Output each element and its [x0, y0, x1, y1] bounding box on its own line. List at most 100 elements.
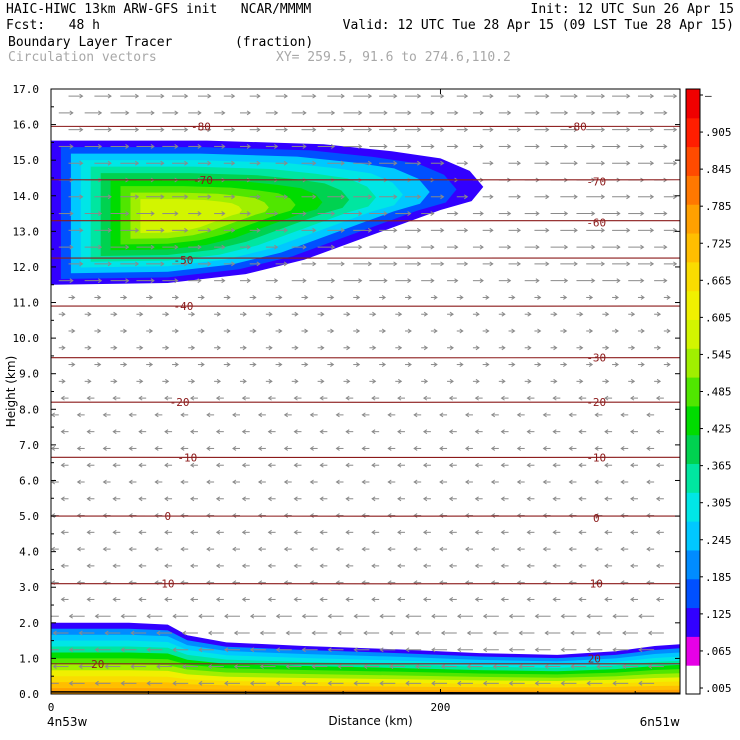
wind-vector-head — [330, 362, 335, 367]
wind-vector-head — [182, 630, 187, 636]
wind-vector-head — [87, 378, 92, 384]
wind-vector-head — [372, 378, 377, 384]
wind-vector-head — [232, 446, 237, 451]
wind-vector-head — [128, 546, 133, 552]
wind-vector-head — [97, 362, 102, 367]
wind-vector-head — [60, 496, 65, 502]
wind-vector-head — [605, 345, 610, 351]
wind-vector-head — [454, 144, 459, 149]
wind-vector-head — [97, 295, 102, 300]
wind-vector-head — [340, 227, 345, 233]
wind-vector-head — [285, 664, 290, 669]
wind-vector-head — [355, 362, 361, 367]
wind-vector-head — [626, 194, 631, 200]
wind-vector-head — [591, 211, 596, 216]
wind-vector-head — [407, 328, 412, 334]
contour-label: -40 — [173, 300, 193, 313]
wind-vector-head — [616, 110, 621, 116]
wind-vector-head — [257, 546, 263, 552]
wind-vector-head — [190, 395, 195, 401]
wind-vector-head — [666, 328, 671, 334]
wind-vector-head — [340, 261, 345, 267]
wind-vector-head — [221, 211, 226, 216]
wind-vector-head — [224, 680, 229, 686]
wind-vector-head — [663, 144, 668, 149]
wind-vector-head — [605, 378, 610, 384]
wind-vector-head — [383, 144, 388, 149]
wind-vector-head — [233, 664, 238, 669]
wind-vector-head — [256, 160, 261, 166]
y-tick-label: 12.0 — [13, 261, 40, 274]
wind-vector-head — [474, 529, 479, 535]
wind-vector-head — [545, 194, 550, 200]
wind-vector-head — [526, 597, 531, 602]
wind-vector-head — [340, 160, 345, 166]
wind-vector-head — [516, 194, 521, 200]
wind-vector-head — [474, 429, 479, 435]
wind-vector-head — [97, 278, 103, 284]
wind-vector-head — [319, 563, 324, 569]
wind-vector-head — [417, 93, 422, 99]
wind-vector-head — [663, 211, 668, 216]
wind-vector-head — [448, 395, 454, 401]
wind-vector-head — [379, 613, 384, 619]
wind-vector-head — [552, 429, 557, 435]
wind-vector-head — [353, 647, 358, 653]
wind-vector-head — [60, 462, 65, 468]
x-tick-label: 0 — [48, 701, 55, 714]
wind-vector-head — [500, 597, 505, 602]
wind-vector-head — [430, 244, 435, 250]
temperature-contour — [51, 662, 680, 665]
wind-vector-head — [226, 362, 231, 367]
wind-vector-head — [304, 328, 309, 334]
wind-vector-head — [379, 647, 384, 653]
wind-vector-head — [172, 680, 177, 686]
wind-vector-head — [656, 345, 662, 351]
wind-vector-head — [180, 546, 185, 552]
wind-vector-head — [267, 429, 272, 435]
wind-vector-head — [663, 278, 668, 284]
wind-vector-head — [330, 295, 335, 300]
wind-vector-head — [516, 412, 521, 418]
wind-vector-head — [337, 664, 342, 669]
wind-vector-head — [138, 597, 143, 602]
wind-vector-head — [52, 630, 57, 636]
wind-vector-head — [552, 395, 557, 401]
wind-vector-head — [172, 613, 177, 619]
x-start-location: 4n53w — [47, 715, 88, 729]
colorbar-label: .845 — [705, 163, 732, 176]
wind-vector-head — [367, 127, 373, 133]
wind-vector-head — [293, 496, 298, 502]
wind-vector-head — [224, 647, 229, 653]
wind-vector-head — [586, 613, 591, 619]
wind-vector-head — [252, 362, 257, 367]
wind-vector-head — [527, 311, 532, 317]
wind-vector-head — [422, 529, 428, 535]
wind-vector-head — [459, 295, 464, 300]
wind-vector-head — [439, 479, 444, 485]
wind-vector-head — [206, 446, 211, 451]
wind-vector-head — [69, 278, 74, 284]
wind-vector-head — [568, 412, 573, 418]
wind-vector-head — [94, 647, 99, 653]
wind-vector-head — [207, 127, 212, 133]
wind-vector-head — [283, 127, 288, 133]
wind-vector-head — [86, 529, 91, 535]
wind-vector-head — [407, 144, 412, 149]
wind-vector-head — [232, 546, 237, 552]
wind-vector-head — [516, 261, 521, 267]
wind-vector-head — [312, 194, 317, 200]
wind-vector-head — [283, 93, 288, 99]
wind-vector-head — [190, 462, 195, 468]
wind-vector-head — [448, 496, 454, 502]
temperature-contour — [51, 401, 680, 404]
wind-vector-head — [500, 395, 505, 401]
wind-vector-head — [649, 261, 655, 267]
temperature-contour — [51, 582, 680, 585]
wind-vector-head — [226, 295, 231, 300]
wind-vector-head — [215, 529, 221, 535]
wind-vector-head — [309, 546, 314, 552]
wind-vector-head — [138, 496, 143, 502]
header-field-name: Boundary Layer Tracer (fraction) — [8, 35, 314, 50]
